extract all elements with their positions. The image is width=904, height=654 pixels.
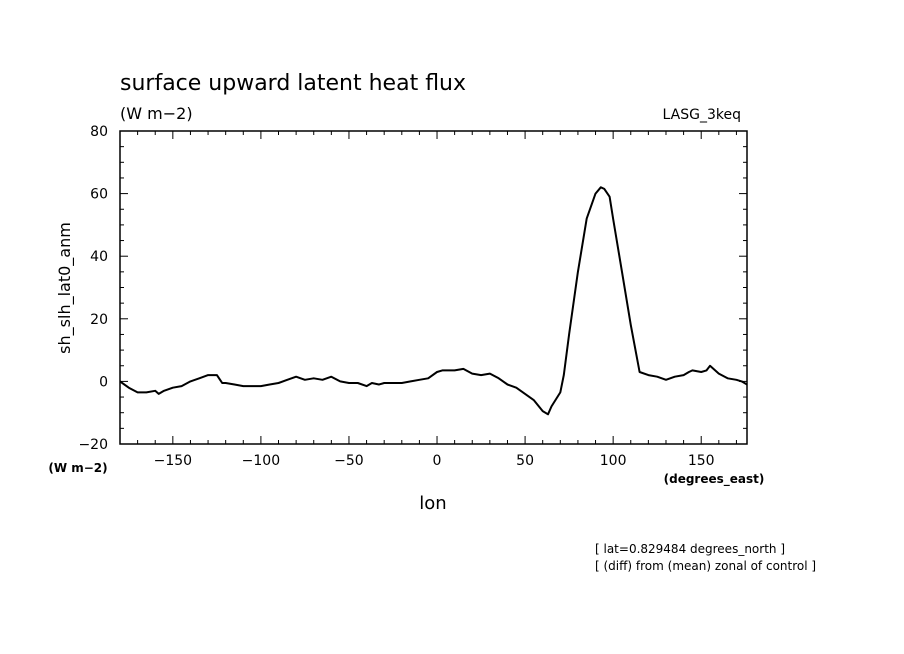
- y-unit-label: (W m−2): [48, 461, 107, 475]
- chart-subtitle: (W m−2): [120, 104, 193, 123]
- x-tick-label: 100: [600, 453, 627, 469]
- y-tick-label: 0: [99, 374, 108, 390]
- y-tick-label: 80: [90, 124, 108, 140]
- x-tick-label: 150: [688, 453, 715, 469]
- x-tick-label: 0: [433, 453, 442, 469]
- dataset-tag: LASG_3keq: [663, 107, 741, 123]
- y-tick-label: 60: [90, 187, 108, 203]
- x-tick-label: −100: [242, 453, 280, 469]
- x-unit-label: (degrees_east): [664, 472, 765, 487]
- note-latitude: [ lat=0.829484 degrees_north ]: [595, 542, 785, 556]
- y-axis-label: sh_slh_lat0_anm: [55, 222, 75, 354]
- y-tick-label: 40: [90, 249, 108, 265]
- y-tick-label: 20: [90, 312, 108, 328]
- series-line: [119, 186, 748, 416]
- chart-title: surface upward latent heat flux: [120, 71, 466, 96]
- note-difference: [ (diff) from (mean) zonal of control ]: [595, 559, 816, 573]
- y-tick-label: −20: [78, 437, 108, 453]
- plot-frame: [119, 130, 748, 445]
- x-tick-label: −150: [154, 453, 192, 469]
- x-tick-label: 50: [516, 453, 534, 469]
- x-axis-label: lon: [419, 493, 446, 514]
- x-tick-label: −50: [334, 453, 364, 469]
